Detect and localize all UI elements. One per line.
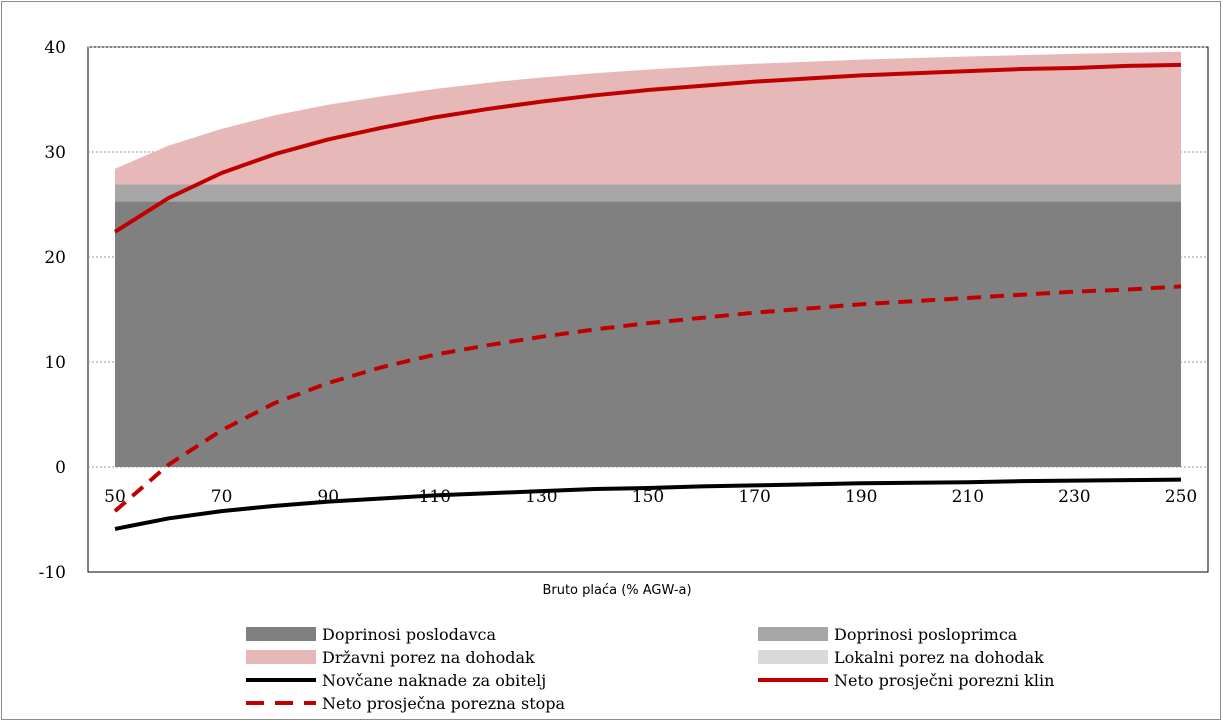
x-tick-label: 150 — [632, 487, 664, 507]
legend-item: Doprinosi poslodavca — [246, 625, 496, 644]
area-series-0 — [115, 201, 1181, 467]
legend-label: Državni porez na dohodak — [322, 648, 535, 667]
y-tick-label: 40 — [44, 38, 66, 58]
legend-swatch — [758, 650, 828, 664]
legend-swatch — [246, 627, 316, 641]
y-tick-label: 30 — [44, 143, 66, 163]
legend-label: Lokalni porez na dohodak — [834, 648, 1044, 667]
x-tick-label: 230 — [1058, 487, 1090, 507]
legend-item: Državni porez na dohodak — [246, 648, 535, 667]
line-series-1 — [113, 62, 1182, 234]
x-tick-label: 90 — [317, 487, 339, 507]
x-tick-label: 250 — [1165, 487, 1197, 507]
legend-item: Lokalni porez na dohodak — [758, 648, 1044, 667]
line-series-0 — [114, 477, 1182, 531]
x-tick-label: 210 — [952, 487, 984, 507]
legend-item: Neto prosječna porezna stopa — [246, 694, 566, 713]
x-axis-ticks: 50 70 90 110 130 150 170 190 210 230 250 — [104, 487, 1197, 507]
x-tick-label: 50 — [104, 487, 126, 507]
legend-label: Novčane naknade za obitelj — [322, 671, 546, 690]
y-tick-label: 0 — [55, 458, 66, 478]
x-tick-label: 130 — [525, 487, 557, 507]
y-tick-label: 10 — [44, 353, 66, 373]
x-axis-label: Bruto plaća (% AGW-a) — [542, 583, 691, 598]
legend-swatch — [246, 650, 316, 664]
line-series-2 — [113, 284, 1182, 513]
legend: Doprinosi poslodavca Doprinosi posloprimc… — [246, 625, 1054, 713]
legend-label: Neto prosječni porezni klin — [834, 671, 1054, 690]
y-tick-label: -10 — [39, 563, 66, 583]
area-series-3 — [115, 51, 1181, 185]
x-tick-label: 170 — [738, 487, 770, 507]
legend-item: Neto prosječni porezni klin — [758, 671, 1054, 690]
legend-swatch — [758, 627, 828, 641]
y-axis-ticks: -10 0 10 20 30 40 — [39, 38, 66, 583]
legend-label: Doprinosi posloprimca — [834, 625, 1018, 644]
x-tick-label: 190 — [845, 487, 877, 507]
legend-item: Novčane naknade za obitelj — [246, 671, 546, 690]
legend-label: Neto prosječna porezna stopa — [322, 694, 566, 713]
series-lines — [113, 62, 1182, 531]
area-series-1 — [115, 184, 1181, 202]
x-tick-label: 70 — [211, 487, 233, 507]
y-tick-label: 20 — [44, 248, 66, 268]
legend-label: Doprinosi poslodavca — [322, 625, 496, 644]
stacked-areas — [115, 51, 1181, 467]
x-tick-label: 110 — [419, 487, 451, 507]
legend-item: Doprinosi posloprimca — [758, 625, 1018, 644]
